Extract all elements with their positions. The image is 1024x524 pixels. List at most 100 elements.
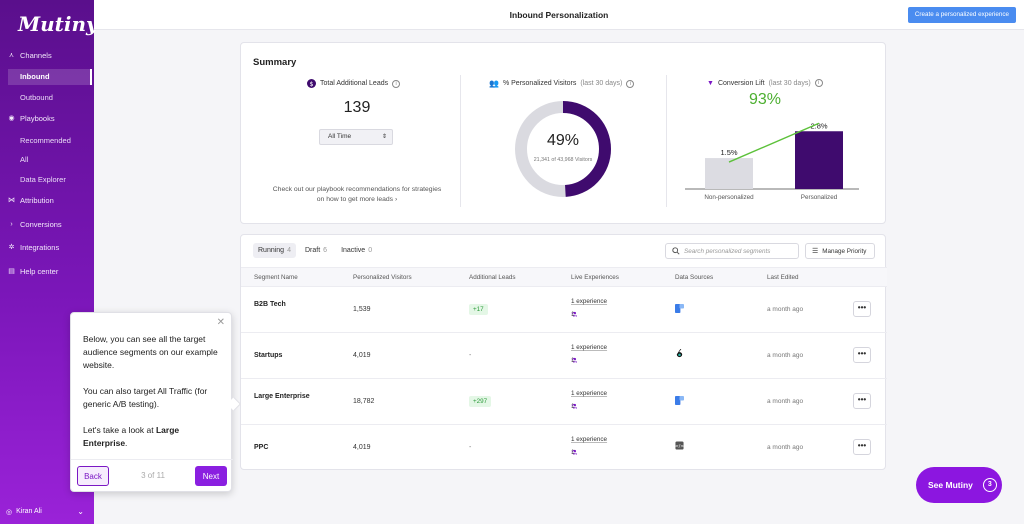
flask-icon: ⚗ — [571, 404, 578, 411]
sidebar-item-all[interactable]: All — [20, 155, 29, 164]
conversion-lift-value: 93% — [749, 91, 782, 108]
tab-running[interactable]: Running 4 — [253, 243, 296, 258]
segment-name[interactable]: PPC — [254, 444, 269, 451]
tab-label: Draft — [304, 247, 321, 254]
bar-personalized — [795, 131, 843, 189]
utm-icon: </> — [675, 441, 684, 452]
sidebar-item-playbooks[interactable]: ◉ Playbooks — [8, 114, 54, 123]
segment-name[interactable]: B2B Tech — [254, 301, 286, 308]
tooltip-paragraph: You can also target All Traffic (for gen… — [83, 386, 208, 409]
period-label: (last 30 days) — [580, 80, 623, 87]
tab-draft[interactable]: Draft 6 — [300, 243, 332, 258]
flask-icon: ⚗ — [571, 358, 578, 365]
tab-count: 6 — [323, 247, 328, 254]
visitors-cell: 4,019 — [353, 444, 371, 451]
table-header: Segment Name Personalized Visitors Addit… — [241, 267, 887, 287]
sidebar-item-label: Conversions — [20, 220, 62, 229]
visitors-cell: 1,539 — [353, 306, 371, 313]
manage-priority-button[interactable]: ☰ Manage Priority — [805, 243, 875, 259]
leads-cell: - — [469, 444, 472, 451]
bar-value-label: 1.5% — [720, 148, 737, 157]
chevron-down-icon: ⌄ — [77, 507, 84, 516]
playbook-recommendation-link[interactable]: Check out our playbook recommendations f… — [272, 186, 442, 203]
sidebar-item-inbound[interactable]: Inbound — [8, 69, 92, 85]
table-row[interactable]: PPC 4,019 - 1 experience 1 ⚗ </> a month… — [241, 425, 887, 471]
count-value: 1 — [571, 449, 575, 456]
sidebar-item-label: Channels — [20, 51, 52, 60]
bar-non-personalized — [705, 158, 753, 189]
next-button[interactable]: Next — [195, 466, 227, 486]
user-menu[interactable]: ◎ Kiran Ali ⌄ — [6, 507, 90, 516]
count-value: 1 — [571, 311, 575, 318]
table-row[interactable]: B2B Tech 1,539 +17 1 experience 1 ⚗ a mo… — [241, 287, 887, 333]
more-options-button[interactable]: ••• — [853, 439, 871, 455]
column-header: Live Experiences — [571, 274, 619, 281]
tooltip-paragraph: Below, you can see all the target audien… — [83, 334, 218, 370]
experience-link[interactable]: 1 experience — [571, 436, 608, 443]
sidebar-item-outbound[interactable]: Outbound — [20, 93, 53, 102]
tooltip-footer: Back 3 of 11 Next — [71, 459, 233, 491]
channels-icon: ⋏ — [8, 52, 15, 59]
sidebar: Mutiny ⋏ Channels Inbound Outbound ◉ Pla… — [0, 0, 98, 524]
sidebar-item-channels[interactable]: ⋏ Channels — [8, 51, 52, 60]
highlighted-segment: Large Enterprise — [83, 425, 180, 448]
table-row[interactable]: Startups 4,019 - 1 experience 1 ⚗ a mont… — [241, 333, 887, 379]
more-options-button[interactable]: ••• — [853, 393, 871, 409]
last-edited: a month ago — [767, 352, 804, 359]
tooltip-paragraph: Let's take a look at Large Enterprise. — [83, 424, 223, 450]
info-icon[interactable]: i — [626, 79, 635, 88]
divider — [666, 75, 667, 207]
table-row[interactable]: Large Enterprise 18,782 +297 1 experienc… — [241, 379, 887, 425]
tooltip-arrow — [226, 396, 242, 412]
segment-name[interactable]: Startups — [254, 352, 283, 359]
experience-link[interactable]: 1 experience — [571, 344, 608, 351]
create-experience-button[interactable]: Create a personalized experience — [907, 7, 1016, 23]
experience-link[interactable]: 1 experience — [571, 390, 608, 397]
integrations-icon: ✲ — [8, 244, 15, 251]
tab-count: 0 — [368, 247, 373, 254]
time-range-select[interactable]: All Time ⇕ — [319, 129, 393, 145]
svg-text:$: $ — [309, 81, 313, 88]
more-options-button[interactable]: ••• — [853, 347, 871, 363]
see-mutiny-button[interactable]: See Mutiny 3 — [916, 467, 1002, 503]
user-avatar-icon: ◎ — [6, 508, 13, 516]
summary-title: Summary — [253, 57, 297, 68]
text-suffix: . — [125, 438, 128, 448]
sidebar-item-data-explorer[interactable]: Data Explorer — [20, 175, 66, 184]
clearbit-icon — [675, 304, 684, 315]
attribution-icon: ⋈ — [8, 197, 15, 204]
segments-card: Running 4 Draft 6 Inactive 0 Search persona… — [240, 234, 887, 471]
sidebar-item-recommended[interactable]: Recommended — [20, 136, 71, 145]
sidebar-item-help-center[interactable]: ▤ Help center — [8, 267, 58, 276]
column-header: Data Sources — [675, 274, 714, 281]
time-range-value: All Time — [328, 133, 352, 140]
info-icon[interactable]: i — [392, 79, 401, 88]
experience-link[interactable]: 1 experience — [571, 298, 608, 305]
mutiny-logo[interactable]: Mutiny — [18, 12, 98, 36]
sidebar-item-label: Integrations — [20, 243, 60, 252]
sidebar-item-conversions[interactable]: › Conversions — [8, 220, 62, 229]
conversion-lift-header: ▼ Conversion Lift (last 30 days) i — [707, 79, 823, 87]
onboarding-tooltip: ✕ Below, you can see all the target audi… — [70, 312, 242, 492]
tab-label: Running — [258, 247, 285, 254]
column-header: Personalized Visitors — [353, 274, 412, 281]
column-header: Additional Leads — [469, 274, 516, 281]
search-input[interactable]: Search personalized segments — [665, 243, 799, 259]
leads-cell: - — [469, 352, 472, 359]
info-icon[interactable]: i — [814, 79, 823, 87]
last-edited: a month ago — [767, 444, 804, 451]
segment-name[interactable]: Large Enterprise — [254, 393, 310, 400]
category-label: Non-personalized — [704, 194, 754, 201]
back-button[interactable]: Back — [77, 466, 109, 486]
period-label: (last 30 days) — [768, 79, 811, 87]
summary-card: Summary $ Total Additional Leads i 139 A… — [240, 42, 886, 224]
last-edited: a month ago — [767, 398, 804, 405]
sidebar-item-integrations[interactable]: ✲ Integrations — [8, 243, 60, 252]
conversion-lift-chart: 1.5% Non-personalized 2.8% Personalized — [685, 121, 859, 201]
tab-inactive[interactable]: Inactive 0 — [336, 243, 377, 258]
more-options-button[interactable]: ••• — [853, 301, 871, 317]
notification-badge: 3 — [982, 478, 997, 492]
close-icon[interactable]: ✕ — [216, 317, 225, 328]
sidebar-item-attribution[interactable]: ⋈ Attribution — [8, 196, 54, 205]
personalized-visitors-header: 👥 % Personalized Visitors (last 30 days)… — [489, 79, 635, 88]
